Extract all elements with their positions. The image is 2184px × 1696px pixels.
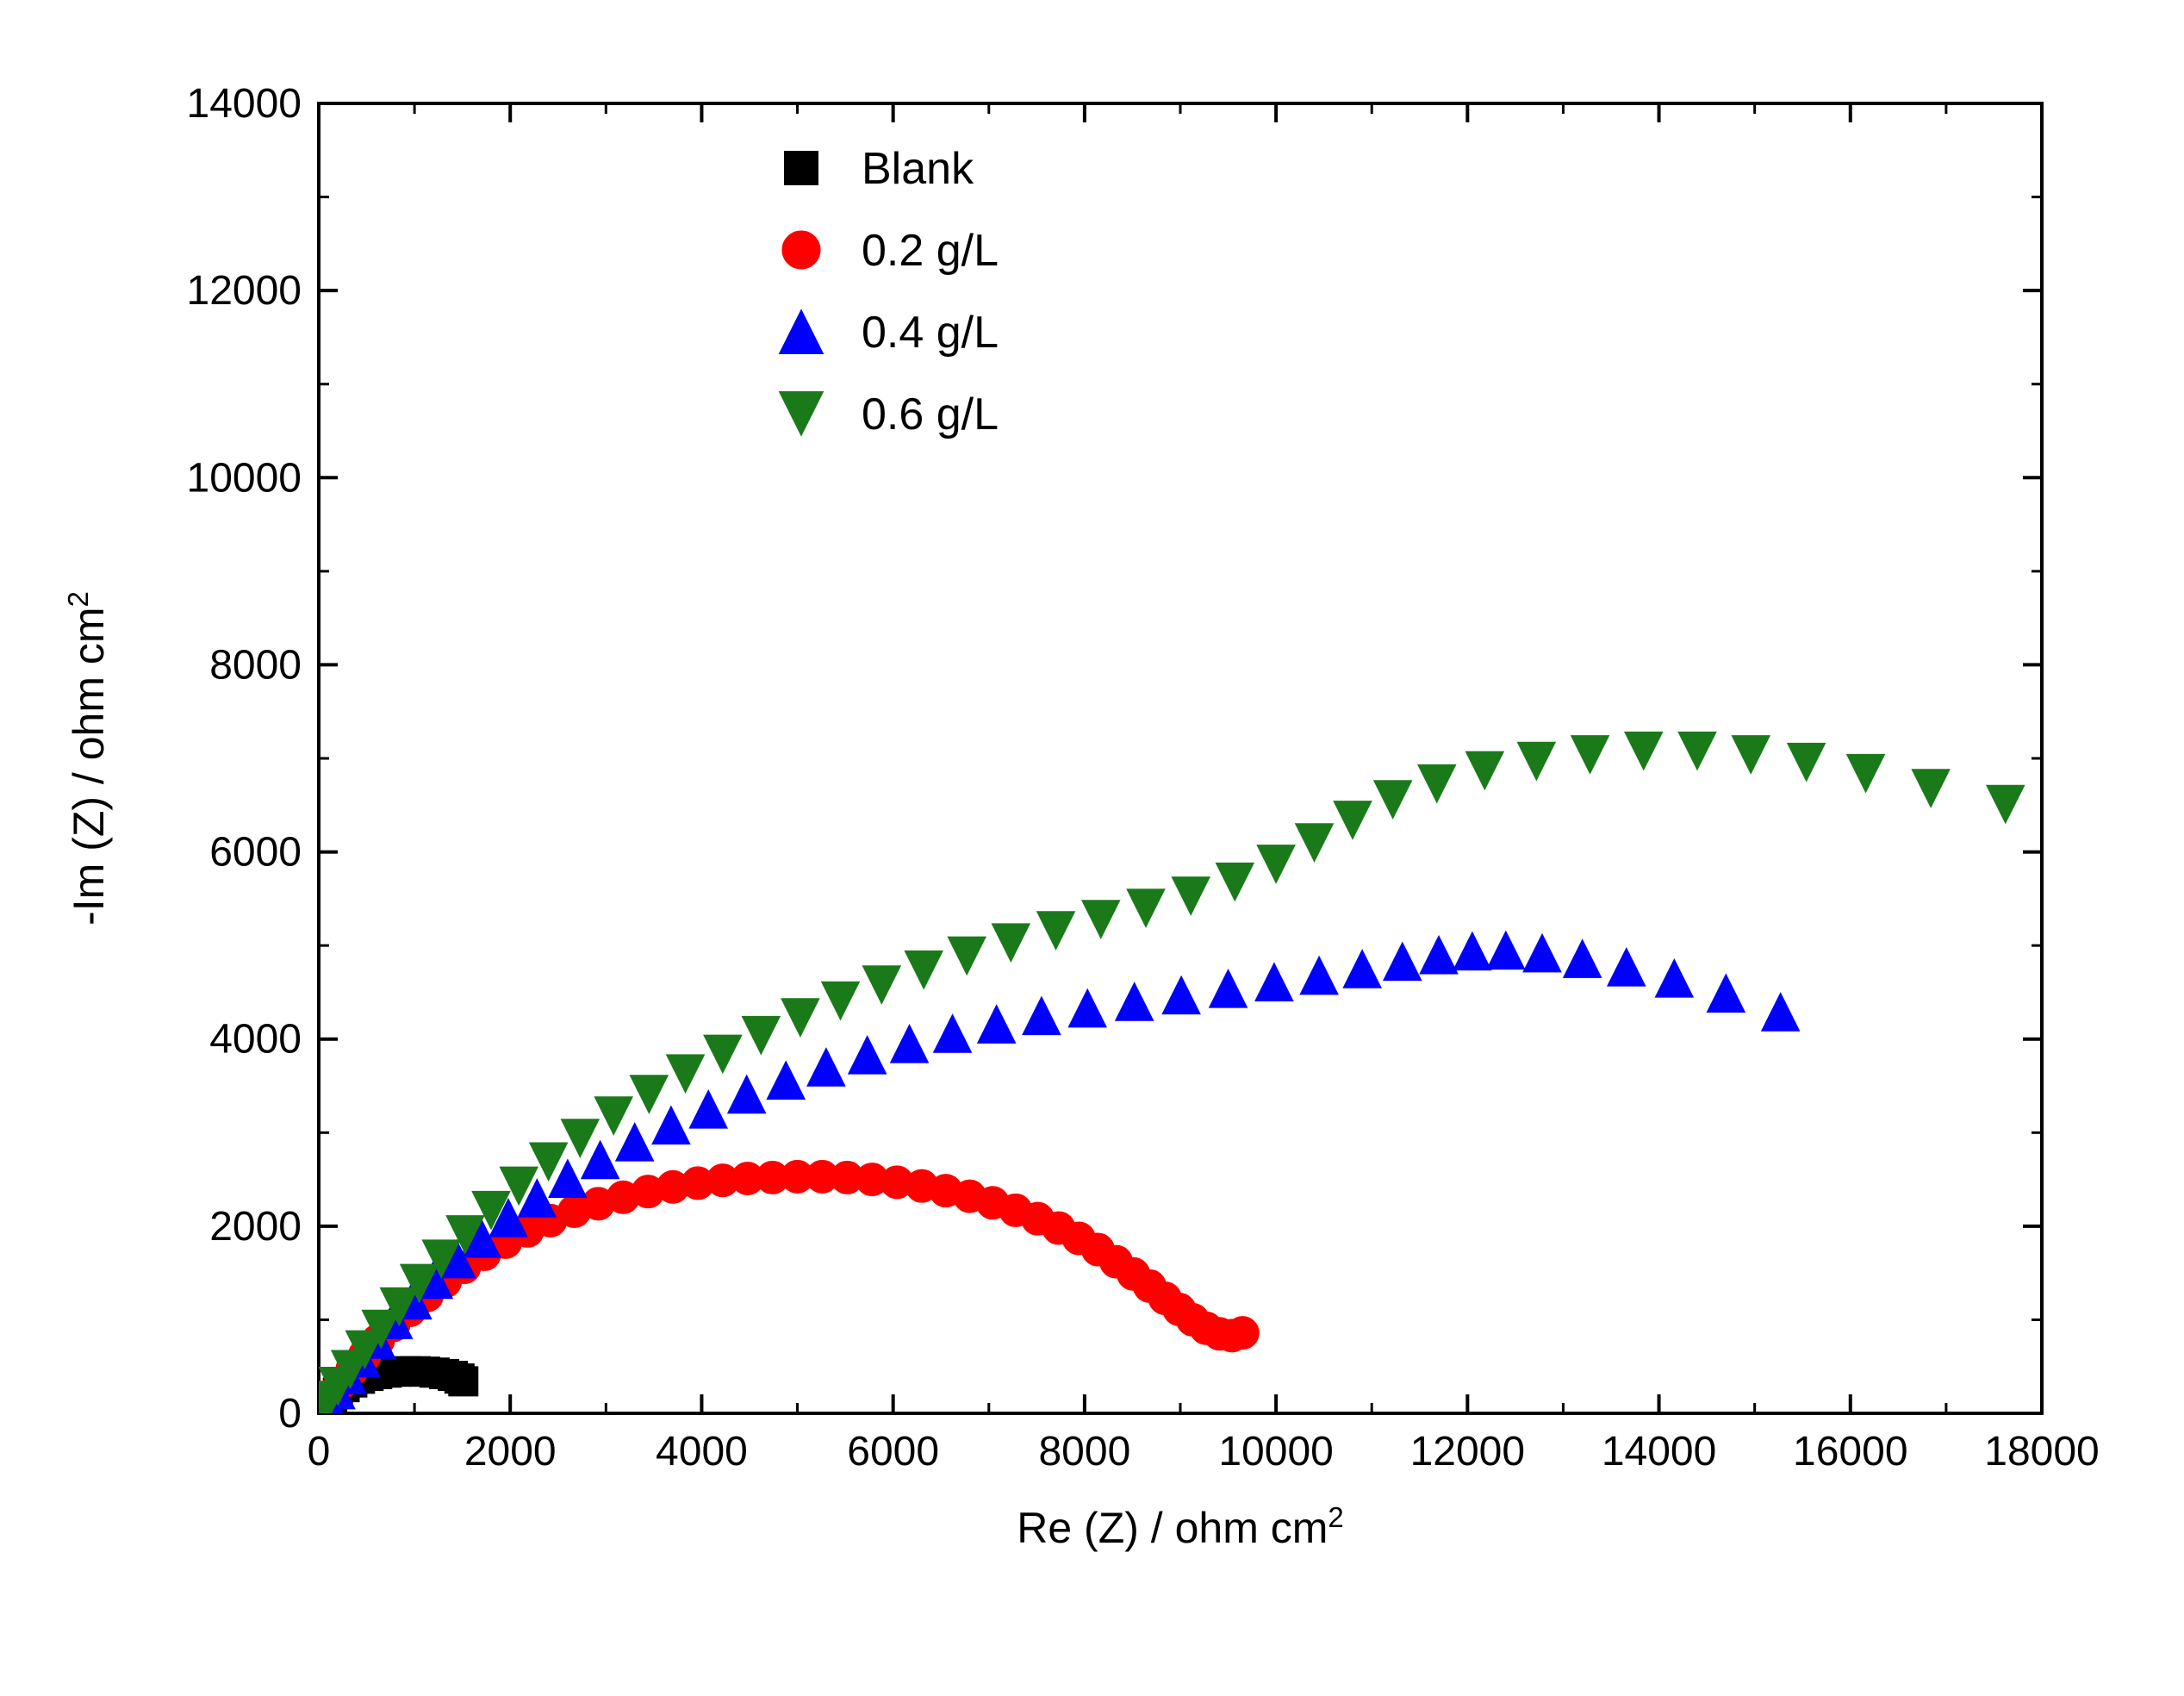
- nyquist-chart: 0 2000 4000 6000 8000 10000 12000 14000 16000 180…: [0, 0, 2184, 1696]
- legend-label-s06: 0.6 g/L: [862, 390, 999, 440]
- legend-label-blank: Blank: [862, 144, 974, 194]
- legend-label-s04: 0.4 g/L: [862, 308, 999, 358]
- y-tick-label: 12000: [187, 268, 302, 314]
- y-tick-label: 0: [278, 1391, 302, 1437]
- legend-marker-s02: [782, 231, 820, 269]
- y-tick-label: 8000: [209, 642, 302, 688]
- legend-label-s02: 0.2 g/L: [862, 226, 999, 276]
- x-tick-label: 4000: [656, 1429, 748, 1475]
- x-tick-label: 18000: [1984, 1429, 2099, 1475]
- x-tick-label: 8000: [1038, 1429, 1130, 1475]
- x-tick-label: 10000: [1218, 1429, 1333, 1475]
- chart-svg: 0 2000 4000 6000 8000 10000 12000 14000 16000 180…: [0, 0, 2184, 1696]
- y-tick-label: 6000: [209, 830, 302, 876]
- y-tick-label: 14000: [187, 81, 302, 127]
- y-axis-label: -Im (Z) / ohm cm2: [62, 591, 114, 926]
- y-tick-label: 10000: [187, 455, 302, 501]
- y-tick-label: 2000: [209, 1204, 302, 1250]
- x-tick-label: 12000: [1410, 1429, 1525, 1475]
- x-tick-label: 6000: [847, 1429, 939, 1475]
- x-tick-label: 2000: [464, 1429, 557, 1475]
- legend-marker-blank: [785, 152, 818, 185]
- x-tick-label: 16000: [1793, 1429, 1907, 1475]
- y-tick-label: 4000: [209, 1017, 302, 1063]
- x-axis-label: Re (Z) / ohm cm2: [1017, 1501, 1344, 1553]
- x-tick-label: 0: [308, 1429, 331, 1475]
- x-tick-label: 14000: [1602, 1429, 1716, 1475]
